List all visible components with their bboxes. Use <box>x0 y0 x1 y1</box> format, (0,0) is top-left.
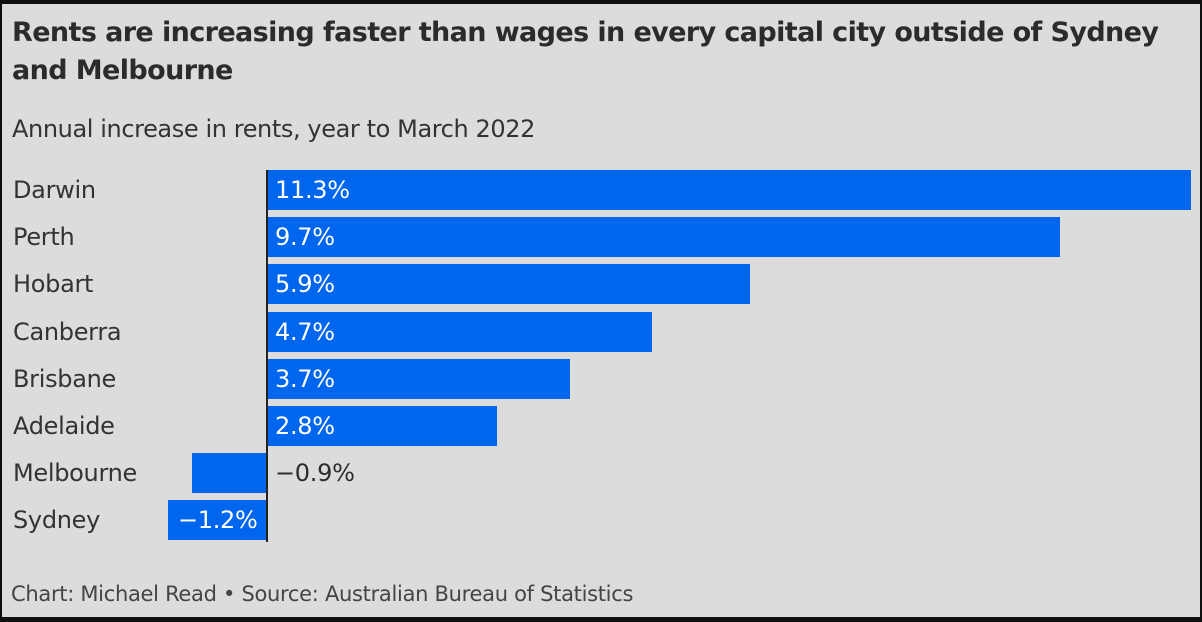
category-label: Brisbane <box>13 364 117 393</box>
chart-title: Rents are increasing faster than wages i… <box>12 17 1159 86</box>
category-label: Melbourne <box>13 459 137 488</box>
bar-canberra <box>268 311 652 352</box>
value-label: 4.7% <box>275 317 335 346</box>
value-label: 9.7% <box>275 223 335 252</box>
bar-darwin <box>268 170 1192 210</box>
value-label: 3.7% <box>275 364 335 393</box>
category-label: Perth <box>13 223 75 252</box>
chart-frame: Rents are increasing faster than wages i… <box>2 4 1200 617</box>
category-label: Sydney <box>13 506 101 535</box>
plot-area: Darwin 11.3% Perth 9.7% Hobart 5.9% Canberra 4.… <box>2 4 1200 617</box>
chart-subtitle: Annual increase in rents, year to March … <box>12 115 535 143</box>
category-label: Hobart <box>13 270 94 299</box>
value-label: −0.9% <box>275 459 355 488</box>
category-label: Adelaide <box>13 412 115 440</box>
chart-source-credit: Chart: Michael Read • Source: Australian… <box>11 582 634 606</box>
value-label: −1.2% <box>177 506 258 535</box>
value-label: 11.3% <box>275 176 350 204</box>
value-label: 5.9% <box>275 270 335 299</box>
bar-melbourne <box>192 453 266 494</box>
zero-axis-line <box>266 170 268 542</box>
category-label: Canberra <box>13 317 122 346</box>
category-label: Darwin <box>13 176 96 204</box>
bar-brisbane <box>268 358 571 399</box>
bar-perth <box>268 217 1061 258</box>
bar-hobart <box>268 264 751 305</box>
bar-adelaide <box>268 406 497 446</box>
value-label: 2.8% <box>275 412 335 440</box>
bar-sydney <box>167 500 266 541</box>
